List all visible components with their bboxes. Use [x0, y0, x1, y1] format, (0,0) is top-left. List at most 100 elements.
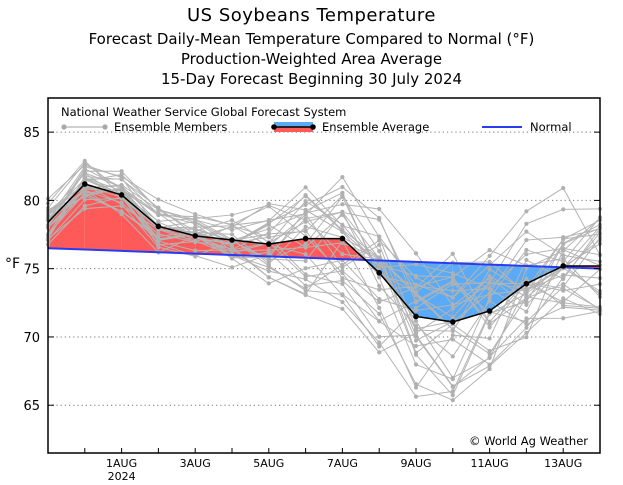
legend-average-dot-right	[310, 124, 316, 130]
member-25-point-11	[450, 295, 455, 300]
member-30-point-14	[561, 303, 566, 308]
member-20-point-8	[340, 252, 345, 257]
member-25-point-10	[413, 282, 419, 287]
member-20-point-14	[561, 236, 566, 242]
member-15-point-7	[303, 288, 308, 293]
member-29-point-1	[82, 170, 87, 175]
member-15-point-11	[450, 337, 455, 342]
ensemble-average-point-7	[302, 235, 309, 242]
member-17-point-11	[450, 271, 455, 276]
member-25-point-6	[266, 201, 271, 206]
member-20-point-11	[450, 393, 455, 398]
legend-members: Ensemble Members	[61, 120, 227, 134]
member-29-point-5	[229, 255, 235, 260]
member-12-point-12	[487, 321, 492, 326]
ensemble-average-point-11	[450, 319, 456, 325]
member-12-point-9	[377, 299, 382, 305]
member-14-point-8	[340, 270, 345, 276]
member-19-point-2	[119, 175, 124, 180]
ensemble-average-point-1	[82, 181, 88, 187]
member-22-point-13	[524, 322, 529, 327]
member-15-point-13	[524, 325, 529, 330]
member-29-point-3	[156, 237, 161, 242]
member-8-point-13	[524, 229, 529, 234]
member-21-point-10	[413, 394, 419, 399]
member-5-point-10	[413, 326, 419, 331]
member-10-point-6	[266, 258, 271, 263]
member-22-point-8	[340, 209, 345, 214]
member-16-point-5	[229, 232, 235, 237]
anomaly-fill-12	[489, 264, 527, 311]
xtick-label-11AUG: 11AUG	[471, 457, 509, 470]
member-29-point-11	[450, 398, 455, 403]
member-8-point-10	[413, 275, 419, 280]
member-28-point-12	[487, 354, 492, 360]
xtick-label-3AUG: 3AUG	[180, 457, 211, 470]
member-16-point-7	[303, 224, 308, 229]
copyright-label: © World Ag Weather	[469, 434, 588, 448]
member-28-point-14	[561, 316, 566, 321]
xtick-label-5AUG: 5AUG	[253, 457, 284, 470]
member-17-point-3	[156, 205, 161, 210]
member-24-point-6	[266, 235, 271, 240]
member-25-point-13	[524, 209, 529, 214]
member-12-point-11	[450, 251, 455, 256]
anomaly-fill-0	[48, 184, 85, 250]
model-label: National Weather Service Global Forecast…	[61, 105, 346, 119]
member-30-point-13	[524, 276, 529, 281]
member-21-point-8	[340, 299, 345, 305]
ensemble-average-line	[47, 183, 600, 323]
member-1-point-7	[303, 258, 308, 264]
member-11-point-13	[524, 287, 529, 292]
member-7-point-12	[487, 259, 492, 264]
member-22-point-10	[413, 323, 419, 328]
member-1-point-9	[377, 217, 382, 222]
member-28-point-5	[229, 227, 235, 232]
legend-members-dot-right	[102, 124, 108, 130]
member-9-point-4	[193, 239, 198, 244]
member-28-point-6	[266, 218, 271, 223]
member-16-point-11	[450, 327, 455, 332]
ytick-label-75: 75	[23, 263, 40, 278]
legend-average-dot-left	[271, 124, 277, 130]
member-28-point-7	[303, 211, 308, 217]
member-line-30	[47, 189, 601, 342]
member-13-point-11	[450, 288, 455, 293]
member-16-point-6	[266, 261, 271, 267]
member-21-point-6	[266, 268, 271, 274]
member-line-6	[47, 195, 601, 379]
member-15-point-10	[413, 343, 419, 349]
member-26-point-12	[487, 336, 492, 341]
legend-normal: Normal	[482, 120, 572, 134]
ensemble-average-series	[47, 181, 600, 325]
member-24-point-1	[82, 197, 87, 202]
member-25-point-3	[156, 220, 161, 225]
member-17-point-12	[487, 286, 492, 291]
ytick-label-85: 85	[23, 126, 40, 141]
member-line-9	[47, 177, 601, 354]
member-line-4	[47, 178, 601, 332]
member-26-point-9	[377, 305, 382, 311]
member-line-25	[47, 185, 601, 298]
member-20-point-13	[524, 291, 529, 296]
xtick-sublabel-1AUG: 2024	[108, 470, 136, 483]
y-axis-ticks: 65 70 75 80 85	[23, 126, 600, 414]
chart-subtitle-2: Production-Weighted Area Average	[180, 50, 443, 68]
member-3-point-9	[377, 334, 382, 339]
member-27-point-11	[450, 303, 455, 308]
member-29-point-8	[340, 278, 345, 283]
member-line-7	[47, 162, 601, 295]
member-21-point-2	[119, 203, 124, 209]
ensemble-average-point-6	[266, 241, 272, 247]
member-12-point-2	[119, 169, 124, 174]
member-0-point-8	[340, 184, 345, 190]
anomaly-fill-1	[84, 184, 122, 251]
member-4-point-12	[487, 267, 492, 272]
member-30-point-5	[229, 247, 235, 252]
member-2-point-14	[561, 299, 566, 305]
ensemble-average-point-12	[486, 308, 493, 314]
member-line-15	[47, 184, 601, 366]
member-16-point-13	[524, 295, 529, 300]
member-23-point-13	[524, 247, 529, 253]
member-6-point-6	[266, 222, 271, 227]
